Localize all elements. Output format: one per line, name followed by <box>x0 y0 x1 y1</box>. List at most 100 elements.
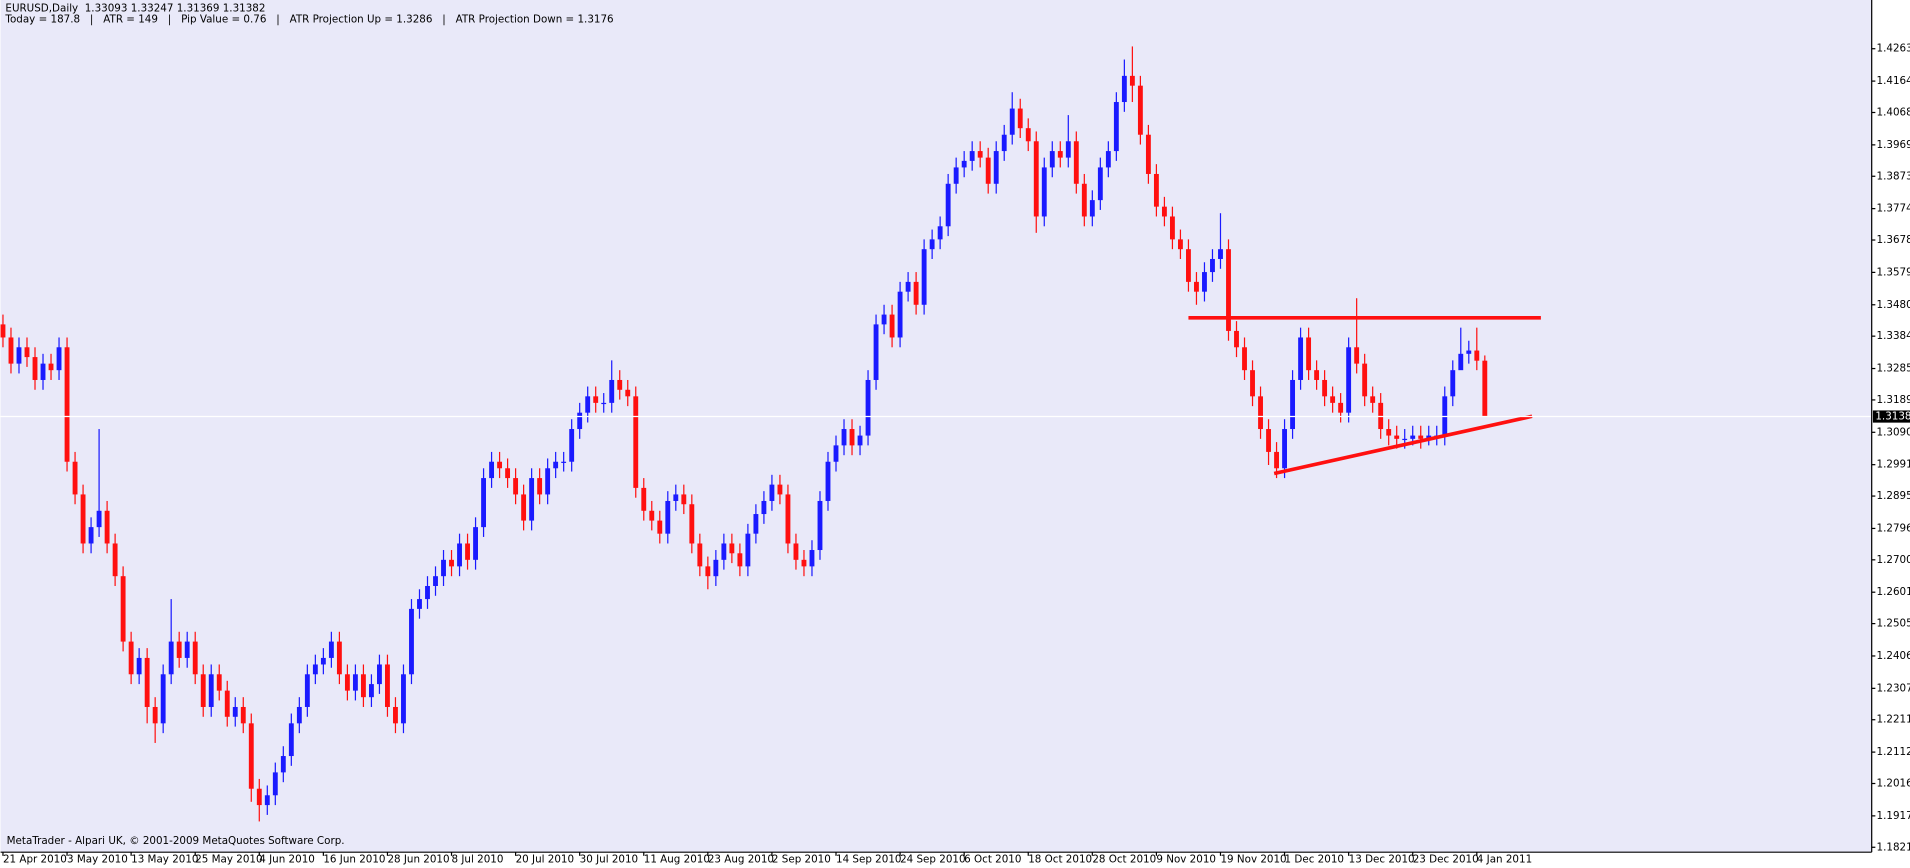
candle-body <box>1009 108 1015 135</box>
x-tick-label: 4 Jun 2010 <box>259 853 315 865</box>
y-tick-label: 1.31890 <box>1877 394 1910 406</box>
candle-body <box>1402 438 1408 441</box>
candle-body <box>352 674 358 691</box>
candle-body <box>248 723 254 789</box>
trend-line <box>1273 414 1533 476</box>
candle-body <box>1410 435 1416 439</box>
y-tick-label: 1.21120 <box>1877 746 1910 758</box>
candle-body <box>1025 128 1031 142</box>
candle-body <box>417 599 422 609</box>
candle-body <box>761 500 767 515</box>
plot-area <box>0 0 1872 853</box>
candle-body <box>889 314 895 338</box>
candle-body <box>136 657 142 675</box>
candle-body <box>328 641 334 658</box>
x-tick-label: 14 Sep 2010 <box>836 853 901 865</box>
candle-body <box>240 706 246 724</box>
x-tick-label: 23 Aug 2010 <box>708 853 774 865</box>
candle-body <box>457 543 462 567</box>
candle-body <box>1210 258 1215 273</box>
candle-body <box>1178 239 1183 250</box>
y-tick-label: 1.40680 <box>1877 106 1910 118</box>
candle-body <box>737 553 743 567</box>
candle-body <box>1202 272 1207 292</box>
y-tick-label: 1.28950 <box>1877 490 1910 502</box>
candle-body <box>401 674 406 724</box>
candle-body <box>1194 281 1199 292</box>
x-tick-label: 11 Aug 2010 <box>644 853 710 865</box>
candle-body <box>481 478 487 528</box>
candle-body <box>449 559 454 567</box>
candle-body <box>969 151 975 161</box>
x-tick-label: 3 May 2010 <box>67 853 128 865</box>
candle-body <box>569 429 575 462</box>
candle-body <box>184 641 190 658</box>
candle-body <box>633 396 639 488</box>
candle-body <box>497 461 503 469</box>
candle-body <box>1065 141 1071 158</box>
candle-body <box>128 641 134 675</box>
candle-body <box>304 674 310 707</box>
candle-body <box>609 379 615 403</box>
x-tick-label: 16 Jun 2010 <box>323 853 385 865</box>
candle-body <box>1298 337 1304 380</box>
candle-body <box>1145 134 1151 174</box>
candle-body <box>1250 370 1255 397</box>
x-tick-label: 20 Jul 2010 <box>516 853 574 865</box>
candle-body <box>897 291 903 338</box>
candle-body <box>1466 350 1472 354</box>
y-tick-label: 1.42630 <box>1877 43 1910 55</box>
footer: MetaTrader - Alpari UK, © 2001-2009 Meta… <box>7 835 345 847</box>
candle-body <box>961 160 967 168</box>
candle-body <box>601 402 607 405</box>
candle-body <box>1474 350 1480 361</box>
candle-body <box>641 487 647 511</box>
candle-body <box>312 664 318 675</box>
candle-body <box>817 500 823 551</box>
candle-body <box>913 281 919 305</box>
candle-body <box>921 249 927 305</box>
x-tick-label: 23 Dec 2010 <box>1413 853 1479 865</box>
candle-body <box>1346 347 1352 413</box>
candle-body <box>777 484 783 495</box>
candle-body <box>665 500 671 534</box>
candle-body <box>216 674 222 691</box>
candle-body <box>929 239 935 250</box>
candle-body <box>377 664 382 685</box>
candle-body <box>673 494 679 501</box>
x-tick-label: 25 May 2010 <box>195 853 262 865</box>
candle-body <box>368 684 374 698</box>
y-tick-label: 1.38730 <box>1877 170 1910 182</box>
candle-body <box>937 226 943 240</box>
candle-body <box>360 674 366 698</box>
x-tick-label: 6 Oct 2010 <box>964 853 1021 865</box>
header-line: Today = 187.8 | ATR = 149 | Pip Value = … <box>4 13 613 25</box>
candle-body <box>465 543 470 560</box>
candle-body <box>625 389 631 397</box>
candle-body <box>1354 347 1360 364</box>
candle-body <box>1338 402 1344 413</box>
candle-body <box>809 550 815 567</box>
candle-body <box>1186 249 1191 282</box>
candle-body <box>72 461 78 495</box>
candle-body <box>0 324 6 338</box>
y-tick-label: 1.29910 <box>1877 459 1910 471</box>
candle-body <box>545 468 551 495</box>
candle-body <box>577 412 583 430</box>
candle-body <box>841 429 847 446</box>
candle-body <box>1258 396 1263 430</box>
candle-body <box>224 690 230 717</box>
candle-body <box>24 347 30 358</box>
candle-body <box>1450 370 1456 397</box>
y-tick-label: 1.23070 <box>1877 682 1910 694</box>
candle-body <box>489 461 495 479</box>
last-price-label: 1.31382 <box>1875 411 1910 423</box>
candle-body <box>513 478 519 495</box>
candle-body <box>200 674 206 707</box>
candle-body <box>433 576 438 586</box>
candle-body <box>617 379 623 390</box>
x-tick-label: 24 Sep 2010 <box>900 853 965 865</box>
x-tick-label: 21 Apr 2010 <box>3 853 67 865</box>
